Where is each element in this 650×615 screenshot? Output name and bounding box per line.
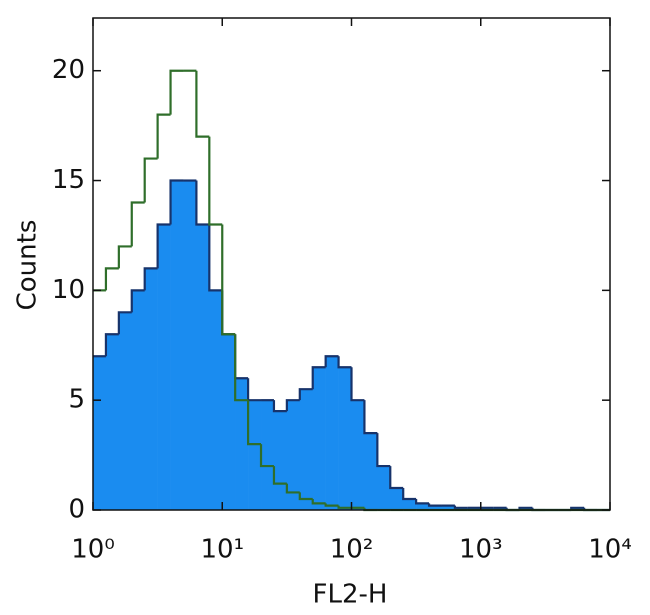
histogram-step: [143, 267, 158, 291]
histogram-step: [195, 180, 210, 226]
histogram-step: [350, 367, 365, 402]
x-tick-label: 10⁰: [71, 535, 115, 565]
histogram-bar: [441, 505, 456, 510]
y-axis-label: Counts: [13, 220, 43, 311]
histogram-bar: [144, 268, 158, 510]
histogram-step: [169, 179, 184, 225]
histogram-bar: [390, 488, 404, 510]
histogram-step: [363, 400, 378, 435]
histogram-bar: [429, 505, 443, 510]
histogram-step: [234, 334, 249, 380]
histogram-step: [337, 505, 352, 509]
histogram-bar: [416, 503, 430, 510]
histogram-bar: [364, 433, 378, 510]
histogram-bar: [403, 499, 417, 510]
histogram-bar: [261, 400, 275, 510]
histogram-step: [130, 289, 145, 313]
histogram-step: [298, 492, 313, 501]
histogram-bar: [286, 400, 301, 510]
histogram-step: [117, 245, 132, 269]
histogram-step: [221, 224, 236, 336]
histogram-step: [143, 157, 158, 203]
histogram-bar: [338, 367, 352, 510]
histogram-bar: [222, 334, 236, 510]
histogram-bar: [377, 466, 391, 510]
histogram-step: [247, 400, 262, 446]
histogram-step: [324, 503, 339, 507]
histogram-bar: [351, 400, 365, 510]
histogram-step: [285, 399, 300, 412]
x-tick-label: 10³: [459, 535, 503, 565]
histogram-bar: [105, 334, 120, 510]
histogram-bar: [273, 411, 288, 510]
histogram-step: [298, 388, 313, 401]
histogram-step: [234, 334, 249, 402]
histogram-bar: [235, 378, 249, 510]
histogram-step: [208, 224, 223, 292]
y-tick-label: 0: [68, 495, 85, 525]
x-tick-label: 10¹: [200, 535, 244, 565]
histogram-bar: [183, 180, 197, 511]
y-tick-label: 10: [52, 275, 85, 305]
histogram-step: [324, 355, 339, 368]
x-axis-label: FL2-H: [313, 580, 388, 610]
histogram-step: [285, 483, 300, 494]
histogram-step: [389, 466, 404, 490]
histogram-step: [156, 223, 171, 269]
histogram-bar: [170, 180, 184, 511]
histogram-step: [104, 267, 119, 291]
histogram-step: [208, 136, 223, 226]
histogram-step: [104, 333, 119, 357]
histogram-step: [130, 201, 145, 247]
histogram-step: [415, 499, 430, 505]
x-tick-label: 10⁴: [588, 535, 632, 565]
histogram-step: [247, 378, 262, 402]
histogram-bar: [196, 224, 210, 510]
x-tick-label: 10²: [330, 535, 374, 565]
y-tick-label: 20: [52, 55, 85, 85]
histogram-step: [311, 366, 326, 390]
histogram-bar: [131, 290, 146, 510]
histogram-step: [272, 466, 287, 485]
histogram-bar: [157, 224, 171, 510]
histogram-step: [259, 444, 274, 468]
histogram-step: [117, 311, 132, 335]
y-tick-label: 5: [68, 385, 85, 415]
histogram-step: [221, 290, 236, 336]
histogram-step: [402, 488, 417, 501]
y-tick-label: 15: [52, 165, 85, 195]
histogram-bar: [93, 356, 107, 510]
histogram-bar: [118, 312, 133, 510]
histogram-step: [156, 113, 171, 159]
histogram-step: [427, 503, 442, 507]
histogram-step: [376, 433, 391, 468]
histogram-bar: [325, 356, 339, 510]
histogram-bar: [312, 367, 326, 510]
histogram-bar: [209, 290, 223, 510]
histogram-step: [169, 69, 184, 115]
histogram-step: [195, 70, 210, 138]
histogram-step: [311, 499, 326, 505]
histogram-step: [272, 400, 287, 413]
histogram-bar: [299, 389, 314, 510]
histogram-bar: [248, 400, 262, 510]
histogram-step: [337, 356, 352, 369]
histogram-step: [453, 505, 468, 509]
